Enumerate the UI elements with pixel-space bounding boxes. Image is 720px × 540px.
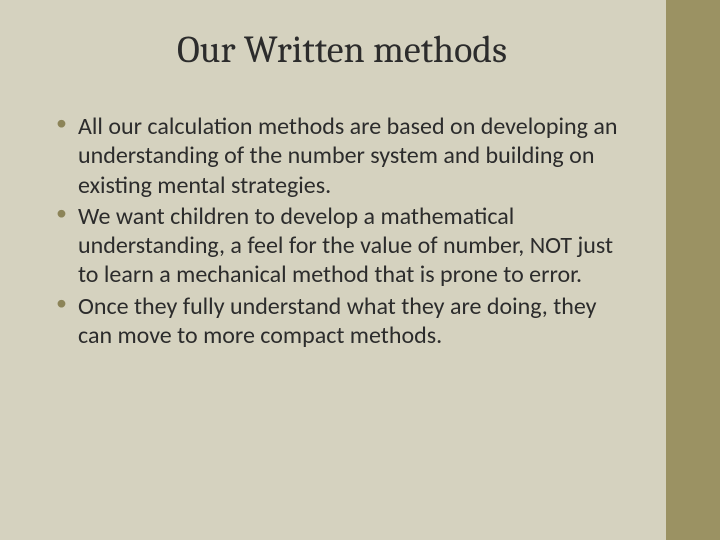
list-item: Once they fully understand what they are… — [54, 292, 630, 351]
bullet-text: Once they fully understand what they are… — [78, 292, 630, 351]
slide-main: Our Written methods All our calculation … — [0, 0, 666, 540]
bullet-text: All our calculation methods are based on… — [78, 112, 630, 200]
bullet-list: All our calculation methods are based on… — [54, 112, 630, 350]
list-item: We want children to develop a mathematic… — [54, 202, 630, 290]
slide-title: Our Written methods — [54, 28, 630, 72]
sidebar-accent — [666, 0, 720, 540]
list-item: All our calculation methods are based on… — [54, 112, 630, 200]
slide: Our Written methods All our calculation … — [0, 0, 720, 540]
bullet-text: We want children to develop a mathematic… — [78, 202, 630, 290]
